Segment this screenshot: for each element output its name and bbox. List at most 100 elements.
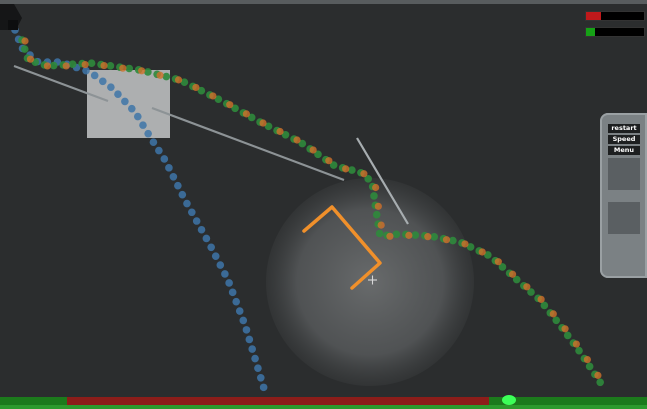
trail-dot: [585, 362, 594, 371]
trail-dot: [325, 157, 333, 165]
trail-dot: [106, 62, 115, 70]
trail-dot: [209, 92, 217, 100]
trail-dot: [430, 233, 439, 241]
red-meter-fill: [586, 12, 601, 20]
trail-dot: [370, 192, 378, 200]
trail-dot: [377, 221, 385, 229]
trail-dot: [162, 72, 171, 81]
trail-dot: [293, 136, 301, 144]
trail-dot: [232, 297, 240, 306]
trail-dot: [180, 78, 189, 86]
trail-dot: [563, 331, 572, 340]
trail-dot: [461, 240, 469, 248]
trail-dot: [372, 183, 380, 192]
menu-button[interactable]: Menu: [608, 146, 640, 155]
trail-dot: [549, 310, 557, 318]
trail-dot: [239, 316, 248, 325]
trail-dot: [411, 231, 420, 239]
trail-dot: [174, 181, 182, 190]
trail-dot: [264, 122, 273, 131]
trail-dot: [139, 121, 147, 129]
orange-trail: [21, 37, 602, 379]
trail-dot: [211, 252, 220, 260]
trail-dot: [119, 64, 127, 72]
trail-dot: [121, 97, 129, 106]
trail-dot: [540, 301, 549, 310]
trail-dot: [87, 59, 96, 68]
crosshair-icon: [368, 275, 377, 285]
trail-dot: [466, 243, 475, 251]
trail-dot: [192, 217, 201, 225]
spotlight: [266, 178, 474, 386]
trail-dot: [138, 67, 146, 75]
red-meter: [585, 11, 645, 21]
trail-dot: [125, 64, 134, 73]
trail-dot: [235, 307, 244, 315]
trail-dot: [144, 129, 152, 138]
trail-dot: [449, 236, 457, 245]
item-slot-2[interactable]: [608, 202, 640, 234]
trail-dot: [256, 373, 265, 382]
trail-dot: [165, 164, 173, 172]
trail-dot: [254, 364, 262, 372]
trail-dot: [155, 146, 163, 155]
trail-dot: [242, 326, 251, 334]
progress-marker: [502, 395, 516, 405]
trail-dot: [405, 231, 413, 239]
cannon-icon: [0, 4, 22, 30]
trail-dot: [144, 68, 152, 76]
trail-dot: [360, 170, 368, 178]
trail-dot: [214, 95, 223, 103]
trail-dot: [226, 101, 234, 109]
side-menu-panel: restart Speed up Menu: [600, 113, 647, 278]
trail-dot: [329, 161, 338, 169]
trail-dot: [537, 295, 545, 303]
ramp-left: [13, 64, 109, 103]
trail-dot: [188, 208, 196, 217]
trail-dot: [90, 71, 99, 80]
trail-dot: [508, 270, 517, 278]
trail-dot: [245, 335, 254, 344]
trail-dot: [561, 325, 569, 333]
trail-dot: [178, 190, 187, 199]
trail-dot: [596, 378, 604, 387]
trail-dot: [424, 233, 432, 241]
trail-dot: [442, 236, 451, 244]
trail-dot: [149, 138, 158, 146]
trail-dot: [512, 275, 521, 284]
trail-dot: [107, 83, 115, 91]
trail-dot: [43, 62, 51, 70]
trail-dot: [375, 229, 384, 238]
trail-dot: [276, 127, 284, 136]
trail-dot: [314, 150, 322, 159]
trail-dot: [231, 104, 239, 113]
trail-dot: [281, 130, 290, 139]
item-slot-1[interactable]: [608, 158, 640, 190]
trail-dot: [169, 172, 178, 181]
trail-dot: [527, 288, 535, 296]
trail-dot: [342, 165, 350, 173]
restart-button[interactable]: restart: [608, 124, 640, 133]
trail-dot: [114, 90, 122, 99]
trail-dot: [242, 110, 250, 118]
trail-dot: [298, 139, 307, 148]
trail-dot: [127, 104, 136, 113]
trail-dot: [221, 270, 229, 278]
trail-dot: [225, 279, 233, 287]
trail-dot: [192, 83, 200, 92]
trail-dot: [68, 60, 77, 69]
trail-dot: [484, 251, 492, 259]
trail-dot: [100, 61, 108, 70]
ramp-long: [151, 106, 345, 182]
trail-dot: [202, 234, 211, 243]
speed-up-button[interactable]: Speed up: [608, 135, 640, 152]
trail-dot: [156, 71, 164, 79]
trail-dot: [174, 76, 183, 84]
trail-dot: [197, 225, 206, 234]
trail-dot: [197, 86, 206, 95]
trail-dot: [392, 230, 401, 239]
trail-dot: [251, 354, 259, 363]
trail-dot: [364, 175, 372, 183]
